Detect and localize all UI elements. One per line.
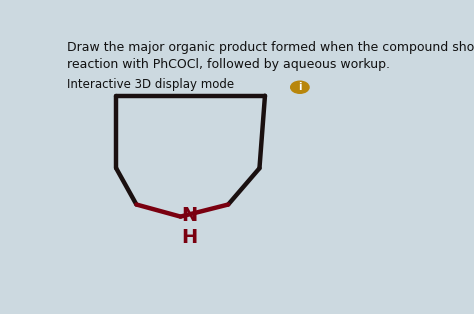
Text: Interactive 3D display mode: Interactive 3D display mode [66,78,234,90]
Text: reaction with PhCOCl, followed by aqueous workup.: reaction with PhCOCl, followed by aqueou… [66,58,390,71]
Text: Draw the major organic product formed when the compound shown below undergoes: Draw the major organic product formed wh… [66,41,474,54]
Text: i: i [298,82,301,92]
Text: N: N [182,206,198,225]
Circle shape [291,81,309,93]
Text: H: H [182,228,198,247]
